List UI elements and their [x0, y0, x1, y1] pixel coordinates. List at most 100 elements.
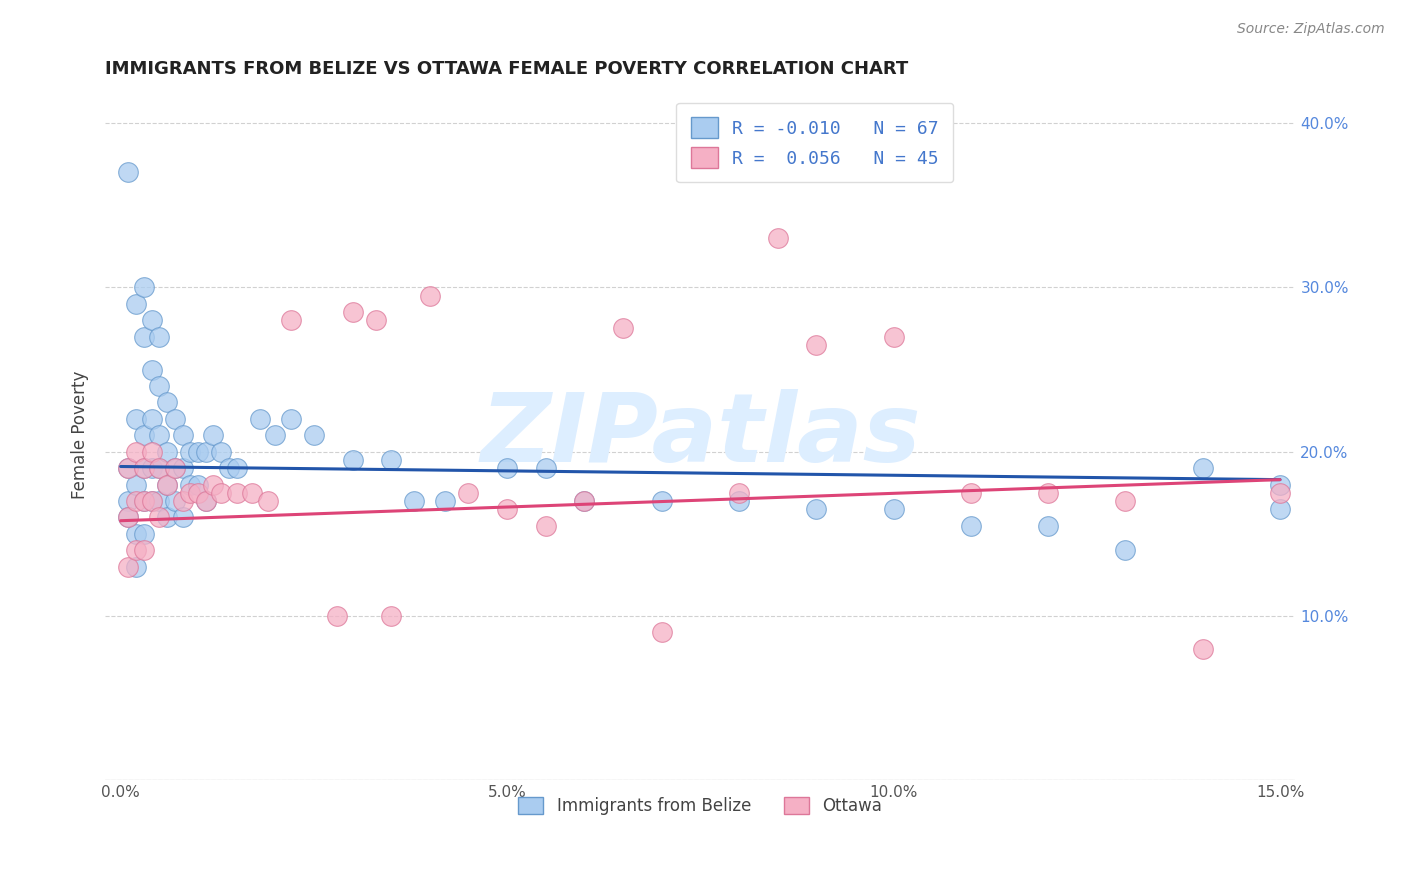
Point [419, 288, 441, 302]
Text: IMMIGRANTS FROM BELIZE VS OTTAWA FEMALE POVERTY CORRELATION CHART: IMMIGRANTS FROM BELIZE VS OTTAWA FEMALE … [105, 60, 908, 78]
Point [380, 609, 402, 624]
Point [194, 444, 217, 458]
Point [125, 477, 148, 491]
Point [187, 485, 209, 500]
Point [132, 494, 155, 508]
Point [141, 412, 163, 426]
Point [1268, 502, 1291, 516]
Point [117, 461, 139, 475]
Point [141, 362, 163, 376]
Point [194, 494, 217, 508]
Point [148, 379, 170, 393]
Point [264, 428, 287, 442]
Point [960, 518, 983, 533]
Point [117, 494, 139, 508]
Point [148, 428, 170, 442]
Point [612, 321, 634, 335]
Point [125, 526, 148, 541]
Point [163, 461, 186, 475]
Point [141, 494, 163, 508]
Point [651, 494, 673, 508]
Point [1268, 485, 1291, 500]
Point [156, 477, 179, 491]
Point [574, 494, 596, 508]
Point [1268, 477, 1291, 491]
Point [457, 485, 479, 500]
Point [179, 485, 201, 500]
Point [1191, 641, 1213, 656]
Point [256, 494, 278, 508]
Y-axis label: Female Poverty: Female Poverty [72, 371, 89, 500]
Point [132, 428, 155, 442]
Point [883, 502, 905, 516]
Text: Source: ZipAtlas.com: Source: ZipAtlas.com [1237, 22, 1385, 37]
Point [125, 494, 148, 508]
Point [148, 461, 170, 475]
Point [728, 485, 751, 500]
Point [117, 510, 139, 524]
Point [209, 444, 232, 458]
Point [141, 461, 163, 475]
Point [806, 338, 828, 352]
Point [302, 428, 325, 442]
Point [1036, 518, 1059, 533]
Point [163, 412, 186, 426]
Point [280, 313, 302, 327]
Point [117, 559, 139, 574]
Point [156, 444, 179, 458]
Point [496, 461, 519, 475]
Point [141, 444, 163, 458]
Point [156, 395, 179, 409]
Point [434, 494, 457, 508]
Point [496, 502, 519, 516]
Point [172, 461, 194, 475]
Point [342, 305, 364, 319]
Point [148, 510, 170, 524]
Point [132, 280, 155, 294]
Point [156, 510, 179, 524]
Point [125, 543, 148, 558]
Point [141, 313, 163, 327]
Point [960, 485, 983, 500]
Point [534, 518, 557, 533]
Legend: Immigrants from Belize, Ottawa: Immigrants from Belize, Ottawa [510, 789, 891, 823]
Point [163, 461, 186, 475]
Point [156, 477, 179, 491]
Point [125, 412, 148, 426]
Point [132, 494, 155, 508]
Text: ZIPatlas: ZIPatlas [479, 389, 921, 482]
Point [187, 477, 209, 491]
Point [125, 297, 148, 311]
Point [728, 494, 751, 508]
Point [172, 428, 194, 442]
Point [326, 609, 349, 624]
Point [209, 485, 232, 500]
Point [179, 444, 201, 458]
Point [806, 502, 828, 516]
Point [125, 559, 148, 574]
Point [404, 494, 426, 508]
Point [194, 494, 217, 508]
Point [280, 412, 302, 426]
Point [117, 461, 139, 475]
Point [132, 543, 155, 558]
Point [249, 412, 271, 426]
Point [883, 329, 905, 343]
Point [225, 461, 247, 475]
Point [1114, 543, 1136, 558]
Point [148, 494, 170, 508]
Point [342, 453, 364, 467]
Point [380, 453, 402, 467]
Point [534, 461, 557, 475]
Point [141, 494, 163, 508]
Point [132, 461, 155, 475]
Point [117, 165, 139, 179]
Point [172, 494, 194, 508]
Point [202, 477, 225, 491]
Point [218, 461, 240, 475]
Point [187, 444, 209, 458]
Point [132, 329, 155, 343]
Point [132, 526, 155, 541]
Point [125, 444, 148, 458]
Point [148, 329, 170, 343]
